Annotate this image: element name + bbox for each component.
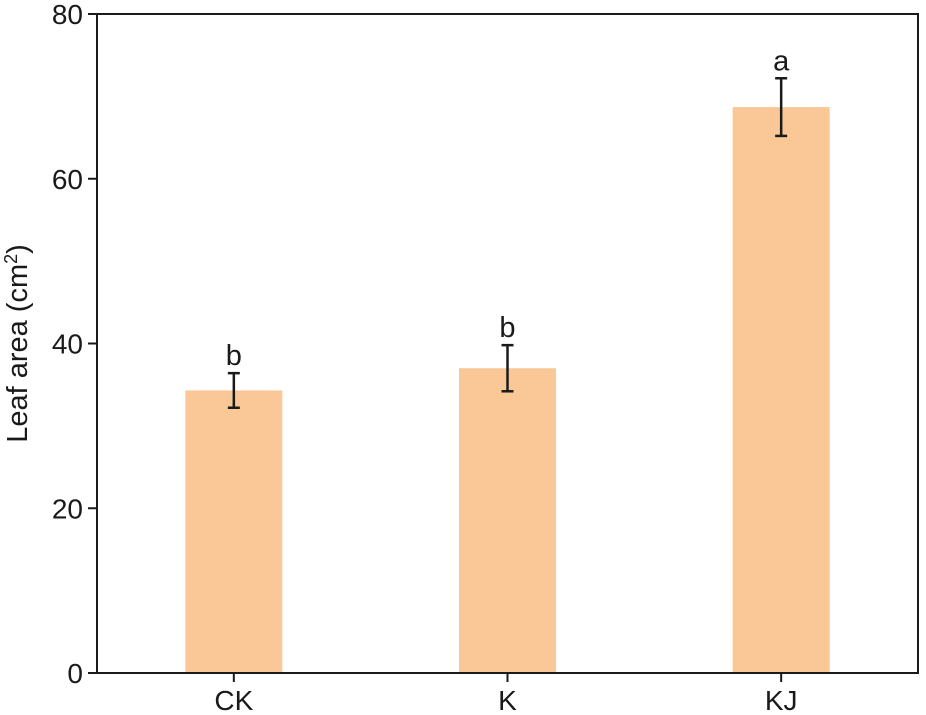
x-tick-label-k: K xyxy=(498,685,517,715)
bars xyxy=(185,107,830,674)
bar-k xyxy=(459,368,556,673)
significance-label-k: b xyxy=(499,312,515,344)
error-bars xyxy=(227,77,788,410)
plot-frame xyxy=(96,13,919,674)
y-axis-label-superscript: 2 xyxy=(1,254,21,264)
bar-ck xyxy=(185,390,283,673)
significance-label-ck: b xyxy=(226,340,242,372)
bar-kj xyxy=(732,107,830,674)
y-tick-label: 20 xyxy=(52,493,83,524)
axis-ticks xyxy=(88,13,783,682)
y-axis-label-main: Leaf area (cm xyxy=(2,264,34,443)
significance-label-kj: a xyxy=(773,45,790,77)
tick-labels: 0 20 40 60 80 b CK b Ka KJ xyxy=(52,0,798,715)
y-tick-label: 40 xyxy=(52,329,83,360)
y-axis-label-close: ) xyxy=(2,244,34,254)
x-tick-label-kj: KJ xyxy=(765,685,798,715)
x-tick-label-ck: CK xyxy=(214,685,253,715)
y-tick-label: 60 xyxy=(52,164,83,195)
y-tick-label: 0 xyxy=(67,658,83,689)
y-axis-label: Leaf area (cm2) xyxy=(1,244,34,443)
y-tick-label: 80 xyxy=(52,0,83,30)
